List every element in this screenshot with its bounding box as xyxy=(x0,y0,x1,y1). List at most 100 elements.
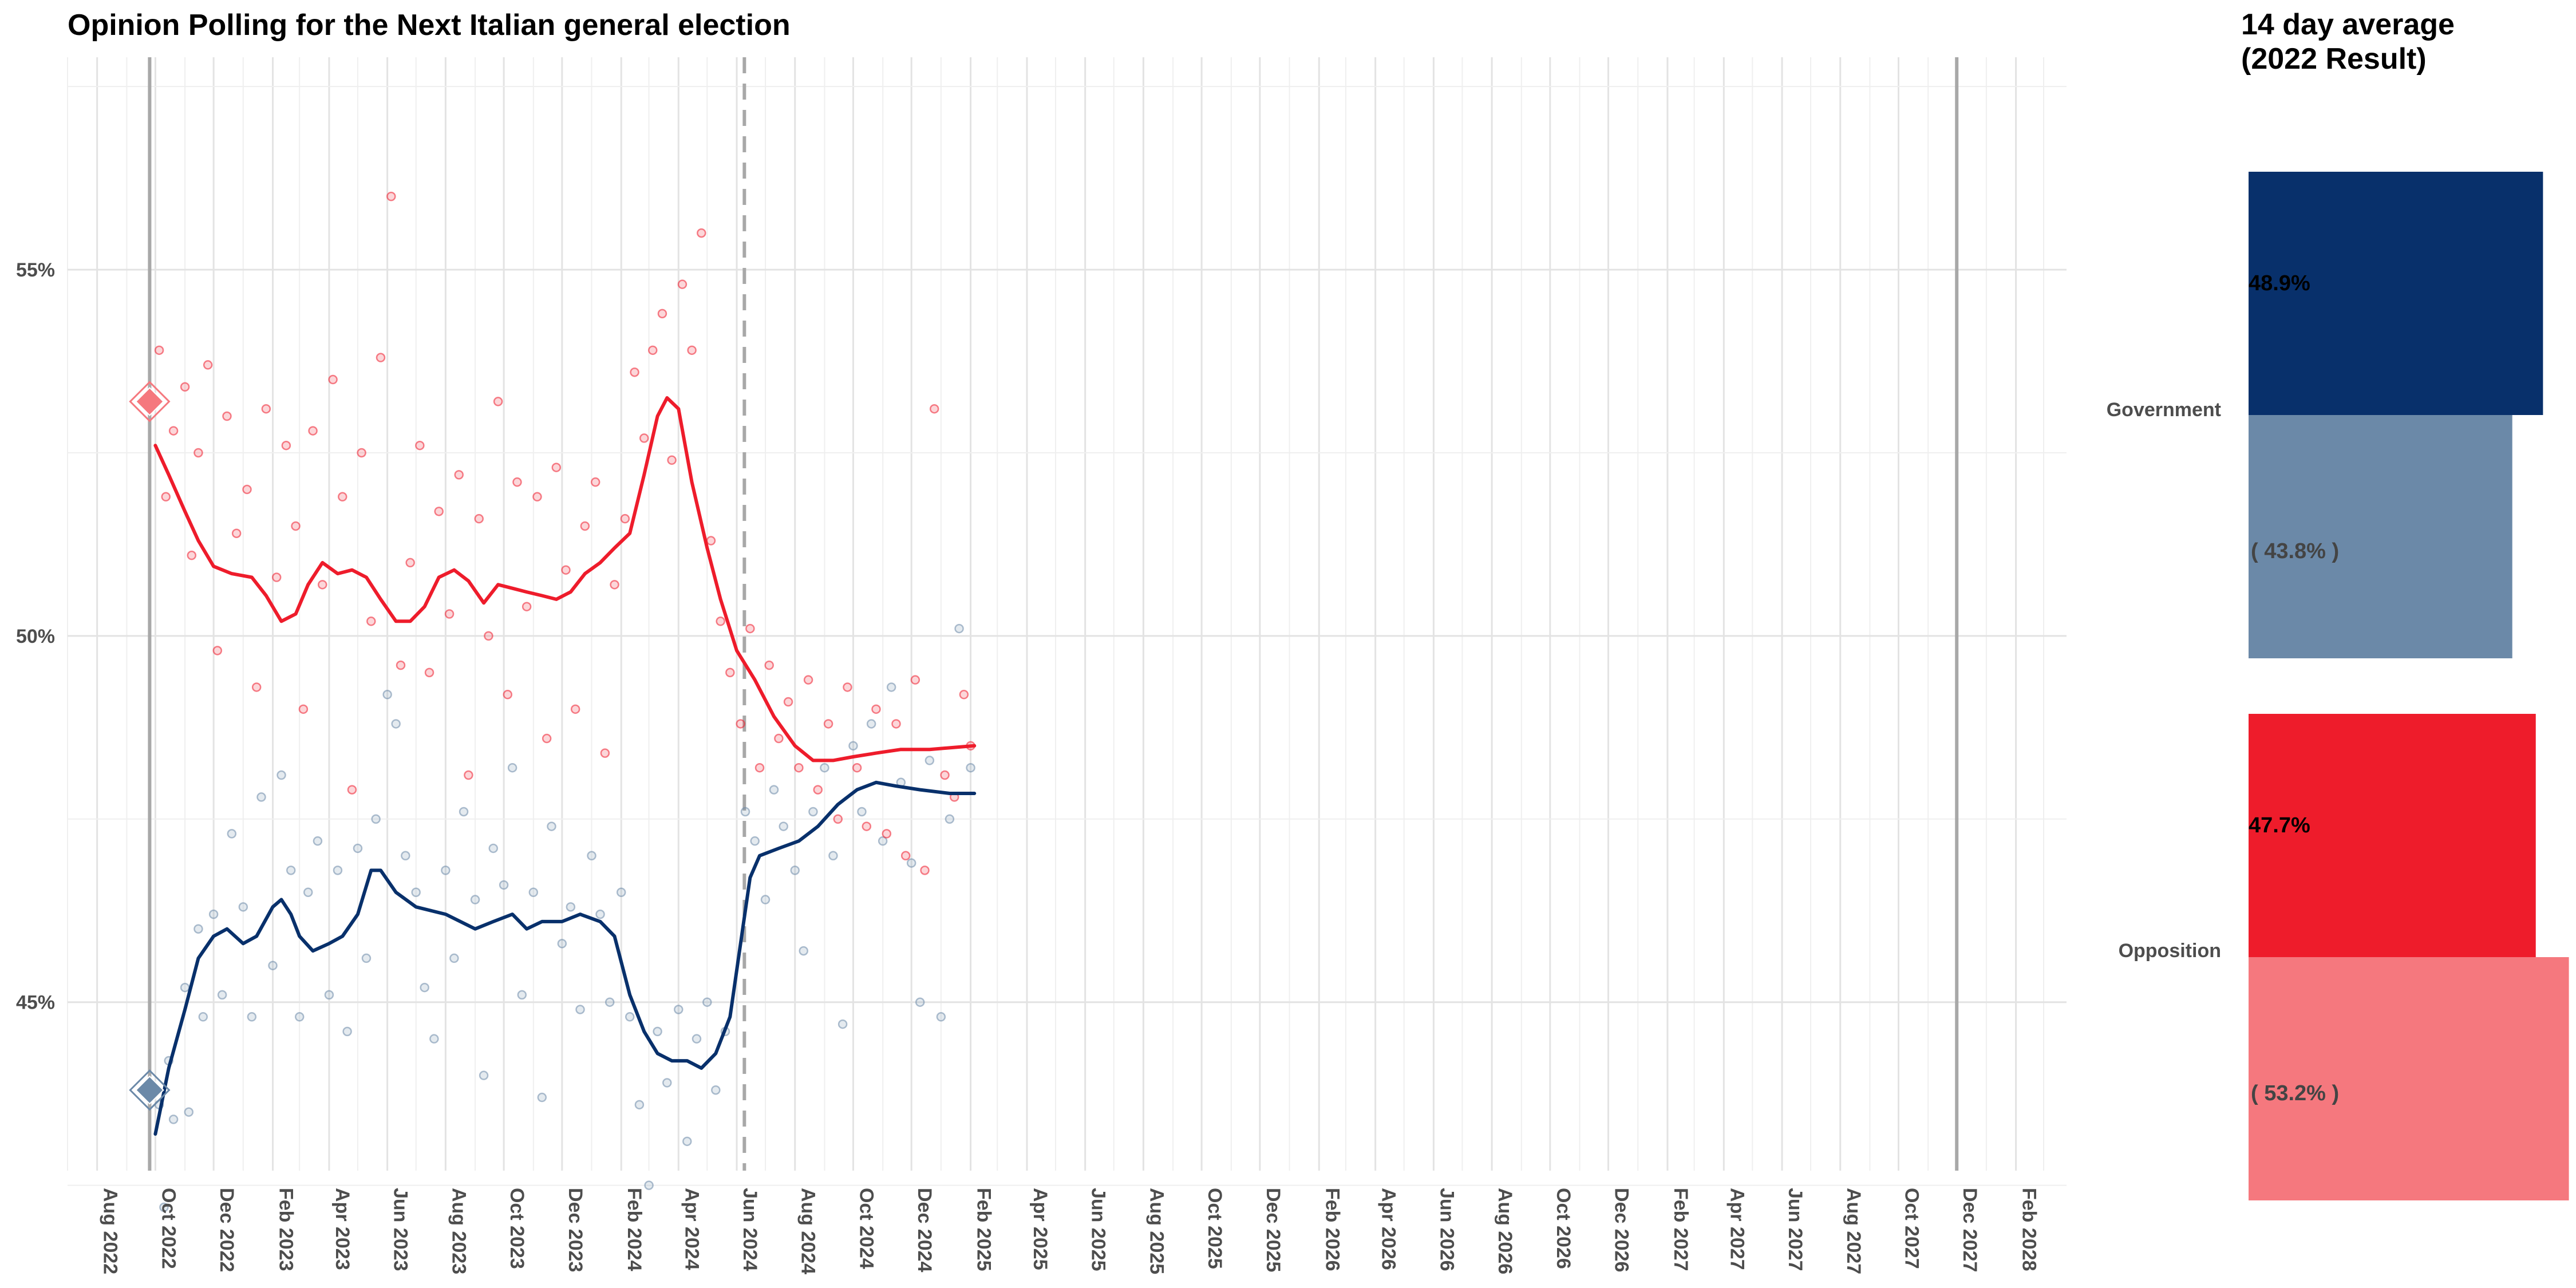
x-tick-label: Aug 2026 xyxy=(1494,1188,1516,1274)
x-tick-label: Jun 2025 xyxy=(1088,1188,1109,1271)
x-tick-label: Dec 2022 xyxy=(216,1188,238,1272)
poll-point xyxy=(303,887,313,897)
bar-current-opposition xyxy=(2249,714,2536,957)
poll-point xyxy=(634,1100,645,1110)
event-lines xyxy=(148,57,1959,1171)
poll-point xyxy=(499,880,509,890)
poll-point xyxy=(537,1092,547,1103)
poll-point xyxy=(945,814,955,824)
poll-point xyxy=(900,851,911,861)
poll-point xyxy=(168,426,179,436)
poll-point xyxy=(405,558,415,568)
poll-point xyxy=(449,953,459,963)
poll-point xyxy=(886,682,896,692)
x-tick-label: Dec 2027 xyxy=(1959,1188,1981,1272)
poll-point xyxy=(754,762,765,773)
y-tick-label: 50% xyxy=(16,626,55,647)
poll-point xyxy=(484,631,493,641)
poll-point xyxy=(677,279,688,289)
poll-point xyxy=(862,821,872,831)
poll-point xyxy=(837,1019,848,1029)
poll-point xyxy=(338,492,347,502)
poll-point xyxy=(736,719,745,729)
x-tick-label: Dec 2026 xyxy=(1611,1188,1633,1272)
poll-point xyxy=(532,492,542,502)
poll-point xyxy=(415,440,425,451)
poll-point xyxy=(313,836,323,846)
poll-point xyxy=(159,1202,169,1212)
poll-point xyxy=(871,704,881,714)
poll-point xyxy=(857,807,867,817)
poll-point xyxy=(342,1026,352,1037)
bar-2022-label: ( 53.2% ) xyxy=(2251,1081,2339,1105)
x-tick-label: Aug 2025 xyxy=(1145,1188,1167,1274)
poll-point xyxy=(783,697,793,707)
poll-point xyxy=(924,756,935,765)
poll-point xyxy=(667,455,677,465)
poll-point xyxy=(242,484,252,495)
poll-point xyxy=(823,719,833,729)
poll-point xyxy=(353,843,363,854)
poll-point xyxy=(507,762,517,773)
poll-point xyxy=(528,887,539,897)
poll-point xyxy=(217,990,227,1000)
poll-point xyxy=(687,345,697,355)
poll-point xyxy=(193,448,203,458)
poll-point xyxy=(291,521,301,531)
category-label: Government xyxy=(2107,399,2221,421)
result-marker-opposition xyxy=(135,387,164,416)
poll-point xyxy=(595,909,605,919)
poll-point xyxy=(203,360,213,370)
summary-bars: 48.9% ( 43.8% ) Government 47.7% ( 53.2% ) Op… xyxy=(2107,172,2569,1200)
poll-point xyxy=(474,513,484,524)
poll-point xyxy=(828,851,838,861)
poll-point xyxy=(866,719,876,729)
poll-point xyxy=(906,858,916,868)
poll-point xyxy=(639,433,649,443)
poll-point xyxy=(882,829,892,839)
bar-2022-government xyxy=(2249,415,2512,658)
poll-point xyxy=(212,646,223,655)
poll-point xyxy=(620,513,630,524)
poll-point xyxy=(488,843,499,854)
poll-point xyxy=(168,1115,179,1124)
trend-line-opposition xyxy=(153,396,977,762)
poll-point xyxy=(711,1085,721,1095)
poll-point xyxy=(184,1107,194,1117)
poll-point xyxy=(441,866,451,875)
poll-point xyxy=(910,675,920,685)
poll-point xyxy=(198,1012,208,1022)
category-label: Opposition xyxy=(2119,940,2221,962)
poll-point xyxy=(959,690,969,700)
poll-point xyxy=(261,404,271,414)
poll-point xyxy=(716,617,725,626)
poll-point xyxy=(396,660,406,670)
poll-point xyxy=(808,807,818,817)
poll-point xyxy=(251,682,262,692)
poll-point xyxy=(915,997,925,1007)
poll-point xyxy=(286,866,296,875)
poll-point xyxy=(503,690,513,700)
poll-point xyxy=(512,477,522,487)
poll-point xyxy=(764,660,774,670)
poll-point xyxy=(247,1012,257,1022)
points-government xyxy=(154,623,975,1212)
result-marker-outline xyxy=(129,1069,171,1111)
poll-point xyxy=(774,733,784,744)
x-tick-label: Jun 2027 xyxy=(1784,1188,1806,1271)
poll-point xyxy=(238,902,248,912)
poll-point xyxy=(161,492,171,502)
poll-point xyxy=(227,829,237,839)
poll-point xyxy=(954,623,964,634)
poll-point xyxy=(674,1005,683,1014)
poll-point xyxy=(557,939,567,949)
poll-point xyxy=(444,609,455,619)
x-tick-label: Aug 2022 xyxy=(100,1188,121,1274)
poll-point xyxy=(799,946,808,956)
poll-point xyxy=(891,719,901,729)
poll-point xyxy=(333,866,343,875)
poll-point xyxy=(779,821,788,831)
chart-title: Opinion Polling for the Next Italian gen… xyxy=(68,9,791,42)
x-tick-label: Feb 2025 xyxy=(973,1188,995,1271)
